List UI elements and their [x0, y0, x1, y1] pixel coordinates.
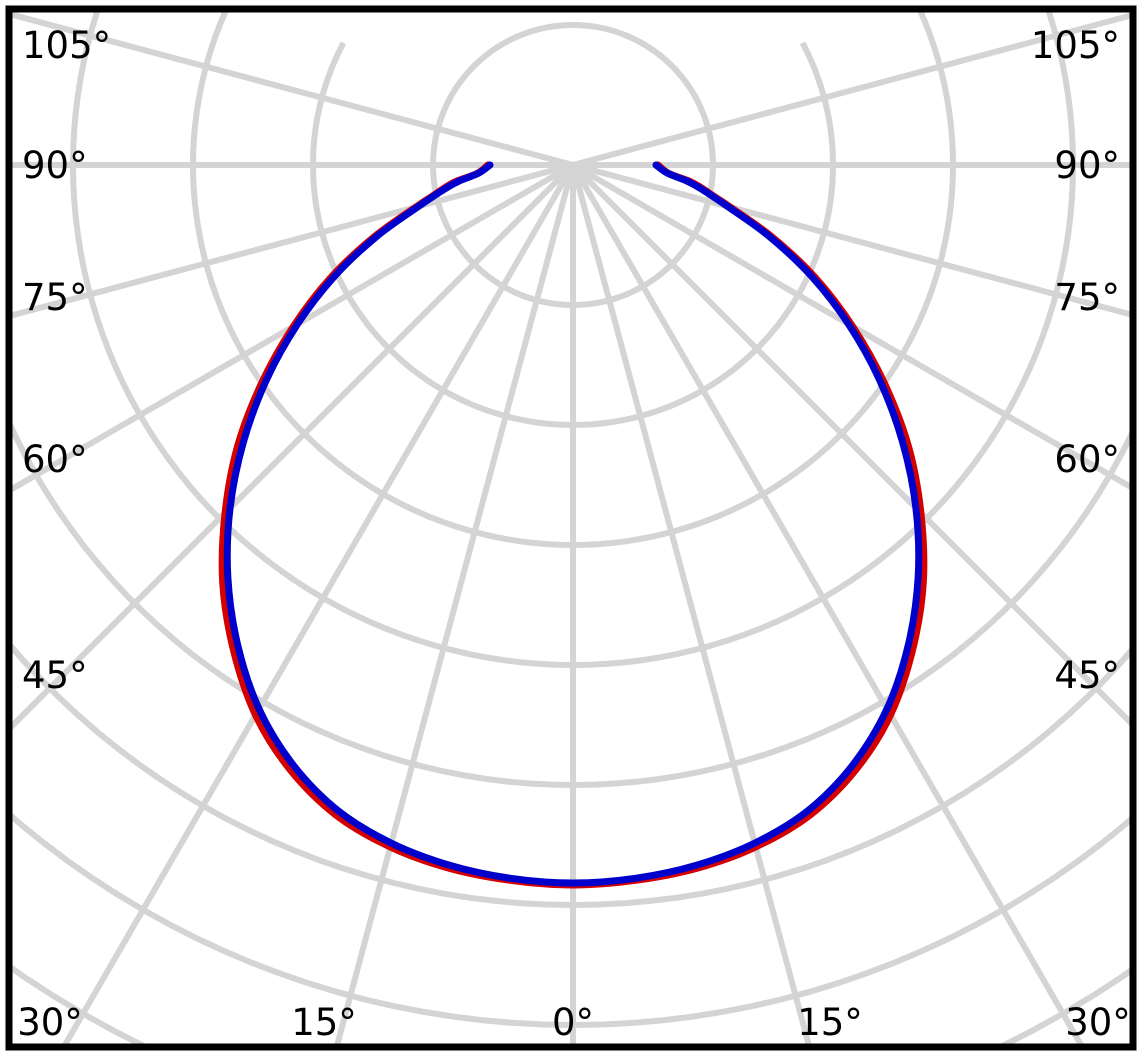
angle-label-right-2: 75°: [1054, 276, 1120, 319]
grid-spoke-75: [9, 162, 574, 320]
angle-label-left-1: 90°: [22, 144, 88, 187]
angle-label-right-0: 105°: [1031, 24, 1120, 67]
angle-label-bottom-4: 30°: [1065, 1001, 1131, 1044]
grid-spoke-45: [9, 162, 576, 734]
grid-spoke-60: [9, 162, 575, 495]
grid-spoke-45: [570, 162, 1133, 730]
angle-label-left-4: 45°: [22, 654, 88, 697]
angle-label-left-2: 75°: [22, 276, 88, 319]
angle-label-right-3: 60°: [1054, 438, 1120, 481]
grid-spoke-60: [571, 162, 1133, 492]
angle-label-right-1: 90°: [1054, 144, 1120, 187]
angle-label-bottom-2: 0°: [552, 1001, 594, 1044]
angle-label-left-0: 105°: [22, 24, 111, 67]
angle-label-bottom-0: 30°: [17, 1001, 83, 1044]
grid-spoke-105: [572, 11, 1133, 168]
angle-label-bottom-3: 15°: [797, 1001, 863, 1044]
angle-label-bottom-1: 15°: [291, 1001, 357, 1044]
axis-labels: 105° 90° 75° 60° 45° 105° 90° 75° 60° 45° 30° 15° 0°…: [17, 24, 1131, 1044]
grid-spoke-105: [9, 10, 574, 168]
angle-label-left-3: 60°: [22, 438, 88, 481]
grid-spoke-15: [570, 164, 813, 1047]
curve-series-1: [223, 161, 923, 887]
grid-spoke-30: [570, 163, 1086, 1047]
chart-border: [5, 5, 1137, 1051]
grid-spoke-15: [333, 164, 576, 1047]
grid-spoke-30: [60, 163, 576, 1047]
grid-spoke-75: [572, 162, 1133, 319]
angle-label-right-4: 45°: [1054, 654, 1120, 697]
distribution-curves: [218, 161, 928, 889]
